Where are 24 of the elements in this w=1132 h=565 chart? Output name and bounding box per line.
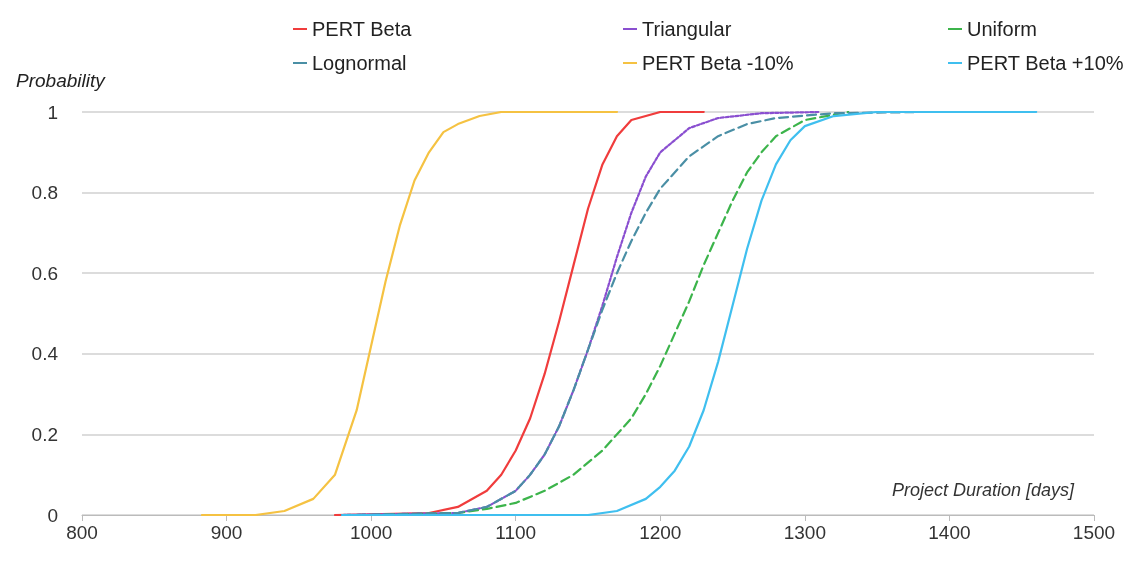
x-tick-label: 1000 <box>350 522 393 543</box>
x-axis-title: Project Duration [days] <box>891 480 1075 500</box>
legend-label: Uniform <box>967 18 1038 40</box>
y-tick-label: 1 <box>47 101 58 123</box>
x-tick-label: 1100 <box>495 522 537 543</box>
y-axis-title: Probability <box>16 70 107 91</box>
y-tick-label: 0.2 <box>31 423 58 445</box>
legend-label: PERT Beta -10% <box>642 52 794 74</box>
legend-label: PERT Beta <box>312 18 413 40</box>
line-series <box>200 110 619 517</box>
y-tick-label: 0.8 <box>31 182 58 204</box>
x-tick-label: 800 <box>66 522 98 543</box>
legend-label: Triangular <box>642 18 732 40</box>
line-series <box>333 110 705 517</box>
x-tick-label: 900 <box>210 522 243 543</box>
x-tick-label: 1400 <box>928 522 971 543</box>
y-tick-label: 0.4 <box>31 343 59 365</box>
legend-label: PERT Beta +10% <box>967 52 1124 74</box>
x-tick-label: 1200 <box>639 522 682 543</box>
y-tick-label: 0 <box>47 504 58 526</box>
y-tick-label: 0.6 <box>31 262 58 284</box>
x-tick-label: 1300 <box>783 522 826 543</box>
legend-label: Lognormal <box>312 52 407 74</box>
x-tick-label: 1500 <box>1072 522 1116 543</box>
